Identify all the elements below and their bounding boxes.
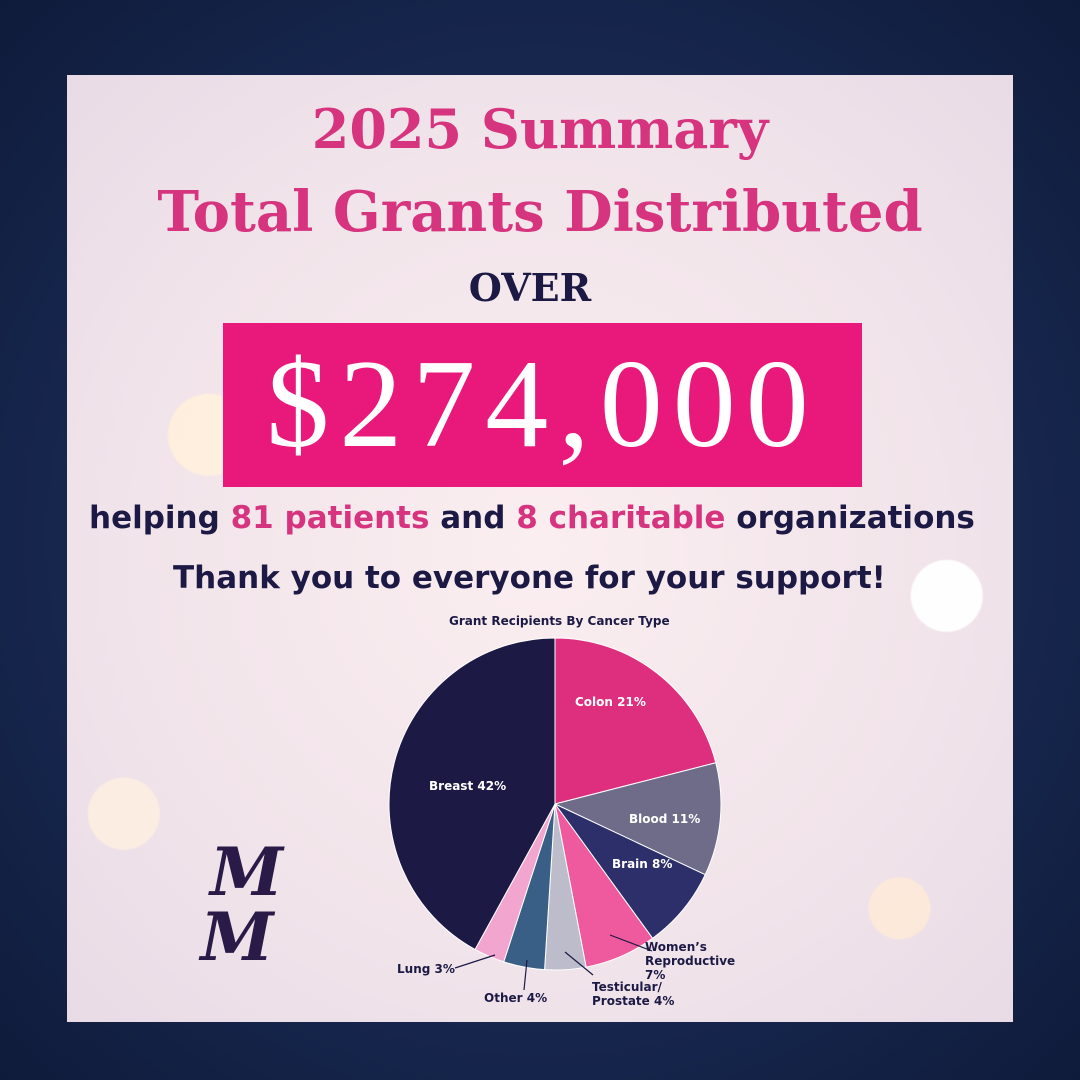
helping-line: helping 81 patients and 8 charitable org… [89,500,975,536]
label-part: 4% [526,991,548,1005]
label-part: Breast [429,779,474,793]
title-line: 2025 Summary [311,97,769,161]
label-part: Testicular/ Prostate [592,980,662,1008]
leader-line [454,954,496,969]
slice-label: Colon 21% [575,695,695,709]
panel: 2025 Summary Total Grants Distributed OV… [67,75,1013,1022]
label-part: Other [484,991,523,1005]
chart-title: Grant Recipients By Cancer Type [449,614,670,628]
label-part: 11% [671,812,701,826]
label-part: 4% [654,994,675,1008]
label-part: 7% [645,968,666,982]
label-part: 42% [477,779,507,793]
text: helping [89,500,220,536]
highlight: 8 charitable [516,500,726,536]
logo-letter: M [198,898,275,976]
slice-label: Lung 3% [397,962,467,976]
leader-line [609,934,653,952]
label-part: Colon [575,695,613,709]
label-part: Blood [629,812,668,826]
chart: M M [198,637,722,991]
logo-letter: M [208,833,285,911]
leaders [454,934,653,991]
text: and [440,500,506,536]
slice-label: Testicular/ Prostate 4% [592,980,682,1008]
slice-label: Breast 42% [429,779,529,793]
leader-line [564,951,594,976]
title-line: Total Grants Distributed [157,179,923,245]
slice-label: Blood 11% [629,812,729,826]
thanks: Thank you to everyone for your support! [173,560,886,596]
pie-slice [388,637,556,951]
slice-label: Women’s Reproductive 7% [645,940,755,982]
over: OVER [468,265,592,310]
pie-slice [553,762,722,876]
label-part: 3% [434,962,455,976]
amount: $274,000 [223,323,862,487]
label-part: Lung [397,962,431,976]
highlight: 81 patients [230,500,430,536]
slice-label: Brain 8% [612,857,712,871]
label-part: 21% [617,695,646,709]
pie-slice [554,637,717,805]
leader-line [523,959,528,991]
label-part: Brain [612,857,648,871]
label-part: Women’s Reproductive [645,940,736,968]
label-part: 8% [652,857,673,871]
text: organizations [736,500,975,536]
slice-label: Other 4% [484,991,554,1005]
